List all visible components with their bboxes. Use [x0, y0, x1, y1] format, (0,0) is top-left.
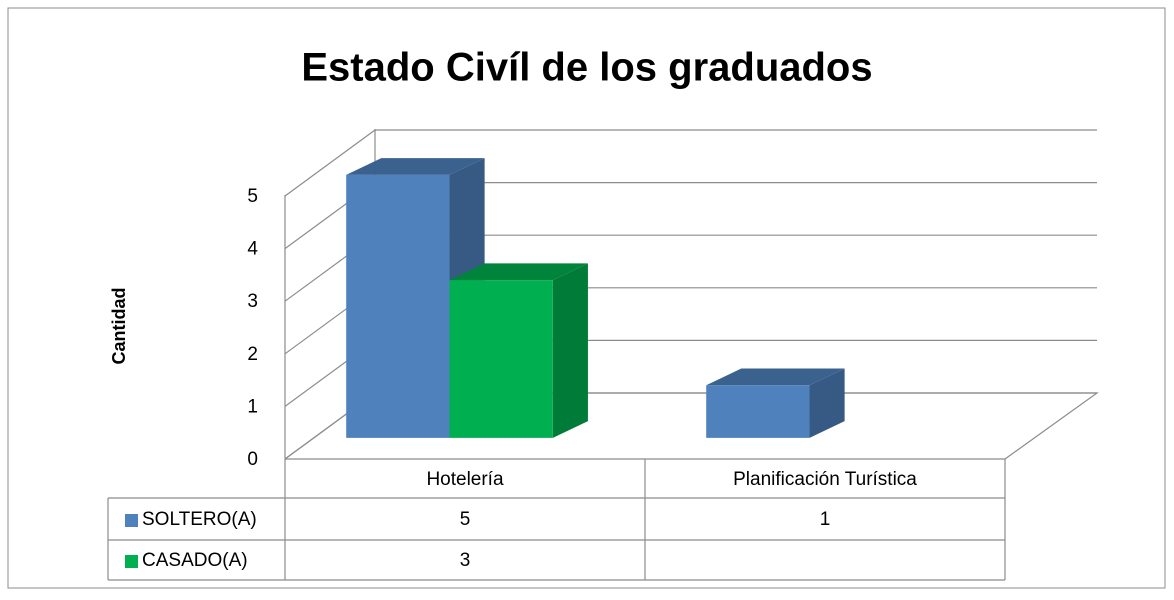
y-tick-label: 1 — [247, 396, 258, 417]
bar-front — [449, 280, 553, 438]
bar-front — [346, 174, 450, 438]
y-axis-label: Cantidad — [109, 287, 129, 364]
bar-side — [552, 263, 588, 438]
legend-label: CASADO(A) — [142, 550, 248, 571]
chart-title: Estado Civíl de los graduados — [301, 46, 872, 90]
bar-top — [449, 263, 588, 281]
y-tick-label: 5 — [247, 186, 258, 207]
y-tick-label: 2 — [247, 344, 258, 365]
bar — [449, 263, 588, 438]
table-value: 3 — [460, 550, 471, 571]
bar — [706, 368, 845, 438]
y-tick-label: 0 — [247, 449, 258, 470]
legend-key — [125, 514, 138, 527]
bar-top — [706, 368, 845, 386]
grid-line — [284, 129, 376, 197]
legend-label: SOLTERO(A) — [142, 509, 257, 530]
x-tick-label: Hotelería — [426, 469, 504, 490]
bar-top — [346, 158, 485, 175]
y-tick-label: 4 — [247, 239, 258, 260]
bar-side — [809, 368, 845, 438]
y-tick-label: 3 — [247, 291, 258, 312]
legend-key — [125, 555, 138, 568]
bar-front — [706, 385, 810, 438]
table-value: 1 — [820, 509, 831, 530]
x-tick-label: Planificación Turística — [733, 469, 917, 490]
table-value: 5 — [460, 509, 471, 530]
